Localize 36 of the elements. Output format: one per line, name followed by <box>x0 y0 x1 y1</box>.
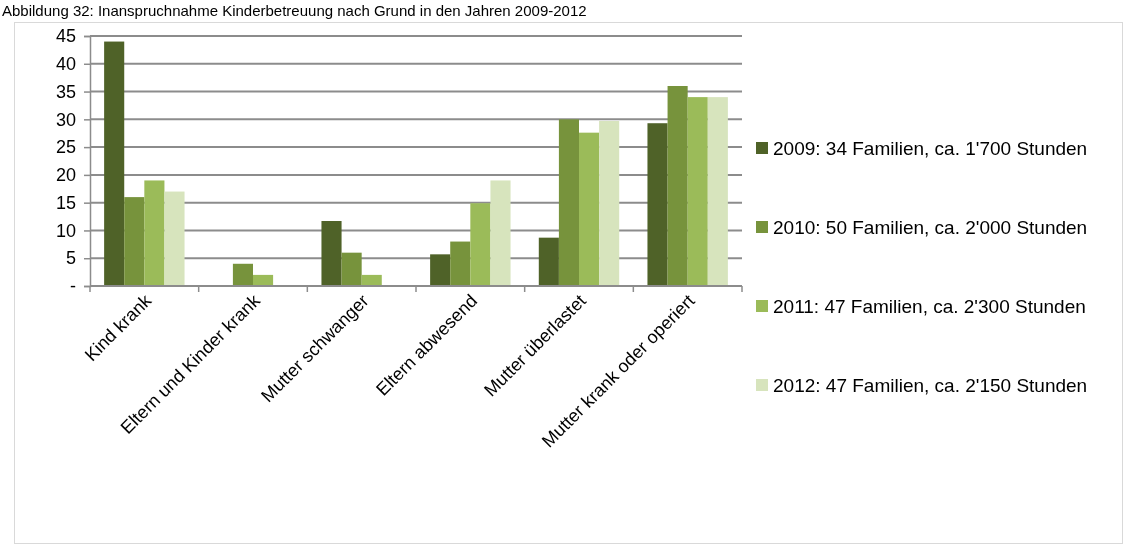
bar <box>450 241 471 286</box>
bar <box>579 132 600 286</box>
legend-label: 2010: 50 Familien, ca. 2'000 Stunden <box>773 217 1088 238</box>
bar <box>490 180 511 286</box>
y-tick-label: - <box>70 276 76 297</box>
y-tick-label: 5 <box>65 248 76 269</box>
bar <box>144 180 165 286</box>
bar <box>558 119 579 286</box>
bar <box>164 191 185 286</box>
bar <box>341 252 362 286</box>
y-tick-label: 30 <box>55 109 76 130</box>
bar <box>430 254 451 286</box>
bar <box>667 86 688 286</box>
bar <box>538 237 559 286</box>
legend-label: 2009: 34 Familien, ca. 1'700 Stunden <box>773 138 1088 159</box>
bar <box>124 197 145 286</box>
bar <box>599 121 620 286</box>
y-tick-label: 15 <box>55 192 76 213</box>
chart-title: Abbildung 32: Inanspruchnahme Kinderbetreuung nach Grund in den Jahren 2009-2012 <box>2 2 587 19</box>
bar <box>647 123 668 286</box>
y-tick-label: 40 <box>55 54 76 75</box>
bar <box>687 97 708 286</box>
y-tick-label: 25 <box>55 137 76 158</box>
bar <box>321 221 342 286</box>
y-tick-label: 35 <box>55 81 76 102</box>
bar <box>707 97 728 286</box>
bar <box>361 274 382 286</box>
legend-label: 2011: 47 Familien, ca. 2'300 Stunden <box>773 296 1086 317</box>
bar <box>232 263 253 286</box>
y-tick-label: 20 <box>55 165 76 186</box>
legend-label: 2012: 47 Familien, ca. 2'150 Stunden <box>773 375 1088 396</box>
y-tick-label: 10 <box>55 220 76 241</box>
bar <box>253 274 274 286</box>
bar <box>470 203 491 286</box>
bar <box>104 41 125 286</box>
y-tick-label: 45 <box>55 26 76 47</box>
